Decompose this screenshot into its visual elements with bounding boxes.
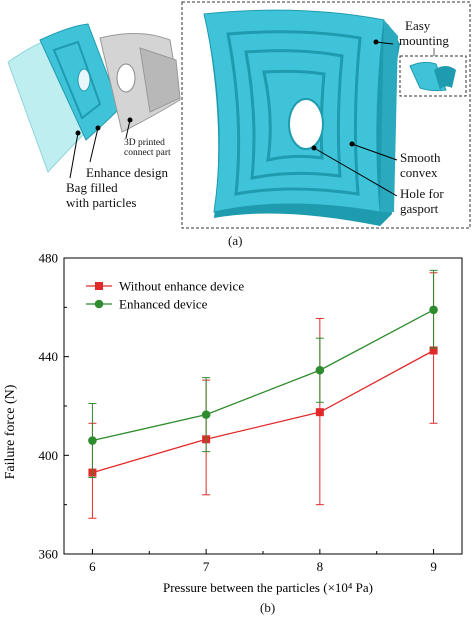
data-point <box>201 410 211 419</box>
x-tick-label: 6 <box>89 559 96 574</box>
data-point <box>429 305 438 315</box>
x-tick-label: 8 <box>317 559 324 574</box>
y-tick-label: 440 <box>39 349 59 364</box>
y-tick-label: 400 <box>39 448 59 463</box>
data-point <box>429 346 438 355</box>
label-hole-line2: gasport <box>400 201 439 216</box>
exploded-view <box>7 23 181 179</box>
label-mounting: mounting <box>399 33 449 48</box>
label-bag-line1: Bag filled <box>66 180 118 195</box>
label-bag-line2: with particles <box>66 195 137 210</box>
x-tick-label: 9 <box>430 559 437 574</box>
y-axis-label: Failure force (N) <box>3 384 18 479</box>
y-tick-label: 360 <box>39 547 59 562</box>
label-hole-line1: Hole for <box>400 186 444 201</box>
legend-marker <box>95 282 103 290</box>
x-axis-label: Pressure between the particles (×10⁴ Pa) <box>163 580 373 595</box>
legend: Without enhance device Enhanced device <box>86 279 244 312</box>
enhance-hole <box>77 68 91 92</box>
data-point <box>315 408 324 417</box>
label-easy: Easy <box>405 18 431 33</box>
x-tick-label: 7 <box>203 559 210 574</box>
data-point <box>315 365 325 375</box>
device-illustration <box>7 1 471 229</box>
label-enhance-design: Enhance design <box>86 165 168 180</box>
label-printed-line2: connect part <box>124 148 171 158</box>
y-tick-label: 480 <box>39 251 59 266</box>
label-convex: convex <box>400 165 438 180</box>
series-line <box>92 309 434 442</box>
failure-force-chart: 360 400 440 480 6 7 8 9 Failure force (N) Pres… <box>3 251 463 595</box>
legend-label: Enhanced device <box>119 297 208 312</box>
legend-marker <box>94 299 104 309</box>
panel-a: Enhance design Bag filled with particles… <box>0 0 474 250</box>
main-device <box>203 9 400 226</box>
label-printed-line1: 3D printed <box>124 138 165 148</box>
caption-a: (a) <box>228 233 243 248</box>
series-line <box>92 349 434 474</box>
caption-b: (b) <box>260 600 276 615</box>
detail-frame <box>181 1 471 229</box>
data-point <box>88 436 97 445</box>
series-2 <box>88 269 438 479</box>
legend-label: Without enhance device <box>119 279 244 294</box>
gasport-hole <box>288 98 324 150</box>
label-smooth: Smooth <box>400 150 441 165</box>
